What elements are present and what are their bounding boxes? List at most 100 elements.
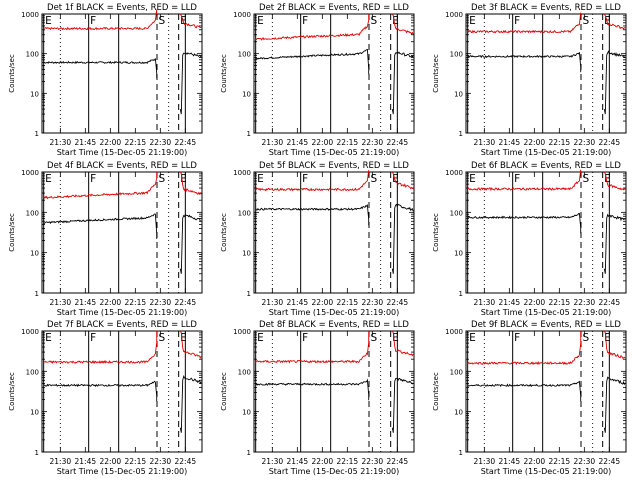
- panel-title: Det 1f BLACK = Events, RED = LLD: [47, 3, 197, 13]
- x-tick-label: 22:15: [549, 138, 571, 147]
- x-tick-label: 22:45: [599, 298, 621, 307]
- events-series-line: [391, 51, 414, 115]
- event-marker-label: E: [469, 173, 476, 185]
- lld-series-line: [603, 171, 626, 191]
- lld-series-line: [179, 330, 202, 359]
- event-marker-label: E: [392, 332, 399, 344]
- x-tick-label: 22:30: [150, 457, 172, 466]
- x-tick-label: 21:45: [75, 138, 97, 147]
- lld-series-line: [179, 13, 202, 29]
- x-tick-label: 22:15: [337, 138, 359, 147]
- y-axis-label: Counts/sec: [8, 213, 16, 252]
- x-tick-label: 22:00: [100, 138, 122, 147]
- x-tick-label: 21:30: [50, 457, 72, 466]
- y-tick-label: 1000: [445, 11, 463, 19]
- lld-series-line: [43, 9, 158, 31]
- y-tick-label: 10: [454, 409, 463, 417]
- lld-series-line: [255, 14, 370, 41]
- x-tick-label: 22:15: [337, 298, 359, 307]
- events-series-line: [391, 203, 414, 274]
- y-tick-label: 1: [247, 130, 251, 138]
- y-tick-label: 1: [35, 290, 39, 298]
- event-marker-label: E: [392, 173, 399, 185]
- y-tick-label: 1000: [21, 11, 39, 19]
- x-tick-label: 22:00: [312, 298, 334, 307]
- y-tick-label: 10: [30, 90, 39, 98]
- y-tick-label: 10: [242, 90, 251, 98]
- x-tick-label: 22:30: [574, 298, 596, 307]
- x-tick-label: 22:30: [362, 298, 384, 307]
- x-tick-label: 22:00: [100, 457, 122, 466]
- y-tick-label: 100: [26, 51, 39, 59]
- x-tick-label: 21:45: [287, 457, 309, 466]
- panel-title: Det 6f BLACK = Events, RED = LLD: [471, 161, 621, 171]
- x-axis-label: Start Time (15-Dec-05 21:19:00): [57, 148, 188, 157]
- x-axis-label: Start Time (15-Dec-05 21:19:00): [269, 148, 400, 157]
- event-marker-label: F: [302, 15, 308, 27]
- event-marker-label: E: [257, 15, 264, 27]
- x-tick-label: 21:30: [262, 138, 284, 147]
- events-series-line: [467, 380, 582, 402]
- panel-title: Det 5f BLACK = Events, RED = LLD: [259, 161, 409, 171]
- lld-series-line: [603, 330, 626, 359]
- events-series-line: [467, 52, 582, 73]
- x-tick-label: 21:45: [287, 298, 309, 307]
- event-marker-label: S: [583, 173, 590, 185]
- event-marker-label: E: [604, 15, 611, 27]
- x-tick-label: 22:00: [312, 457, 334, 466]
- events-series-line: [603, 213, 626, 274]
- plot-frame: [253, 13, 415, 134]
- y-tick-label: 1000: [233, 169, 251, 177]
- event-marker-label: E: [604, 332, 611, 344]
- x-tick-label: 21:45: [499, 298, 521, 307]
- y-tick-label: 10: [242, 409, 251, 417]
- x-axis-label: Start Time (15-Dec-05 21:19:00): [481, 308, 612, 317]
- plot-frame: [465, 13, 627, 134]
- lld-series-line: [467, 169, 582, 192]
- x-tick-label: 21:45: [499, 457, 521, 466]
- events-series-line: [603, 50, 626, 115]
- panel-det-3: Det 3f BLACK = Events, RED = LLD 1 10 100 10…: [432, 3, 627, 157]
- event-marker-label: S: [159, 173, 166, 185]
- lld-series-line: [467, 12, 582, 34]
- y-tick-label: 1: [459, 130, 463, 138]
- x-tick-label: 21:45: [75, 457, 97, 466]
- y-tick-label: 100: [238, 209, 251, 217]
- event-marker-label: E: [469, 15, 476, 27]
- x-axis-label: Start Time (15-Dec-05 21:19:00): [481, 467, 612, 476]
- plot-frame: [465, 171, 627, 294]
- events-series-line: [255, 203, 370, 226]
- x-tick-label: 22:15: [549, 298, 571, 307]
- events-series-line: [467, 212, 582, 234]
- y-tick-label: 10: [454, 90, 463, 98]
- x-tick-label: 22:45: [387, 298, 409, 307]
- event-marker-label: S: [371, 15, 378, 27]
- panel-title: Det 2f BLACK = Events, RED = LLD: [259, 3, 409, 13]
- lld-series-line: [391, 171, 414, 190]
- events-series-line: [255, 378, 370, 401]
- events-series-line: [179, 374, 202, 433]
- event-marker-label: E: [257, 173, 264, 185]
- plot-frame: [41, 171, 203, 294]
- y-tick-label: 100: [26, 368, 39, 376]
- panel-det-9: Det 9f BLACK = Events, RED = LLD 1 10 100 10…: [432, 320, 627, 476]
- event-marker-label: E: [45, 332, 52, 344]
- x-tick-label: 22:15: [125, 457, 147, 466]
- y-axis-label: Counts/sec: [432, 54, 440, 93]
- x-tick-label: 22:45: [387, 138, 409, 147]
- panel-title: Det 4f BLACK = Events, RED = LLD: [47, 161, 197, 171]
- event-marker-label: F: [514, 15, 520, 27]
- y-axis-label: Counts/sec: [220, 372, 228, 411]
- lld-series-line: [255, 331, 370, 364]
- events-series-line: [255, 48, 370, 75]
- y-tick-label: 10: [30, 250, 39, 258]
- y-axis-label: Counts/sec: [220, 213, 228, 252]
- lld-series-line: [603, 13, 626, 30]
- y-tick-label: 100: [26, 209, 39, 217]
- y-axis-label: Counts/sec: [432, 213, 440, 252]
- y-tick-label: 100: [450, 368, 463, 376]
- event-marker-label: S: [159, 332, 166, 344]
- y-tick-label: 1: [247, 449, 251, 457]
- panel-det-5: Det 5f BLACK = Events, RED = LLD 1 10 100 10…: [220, 161, 415, 317]
